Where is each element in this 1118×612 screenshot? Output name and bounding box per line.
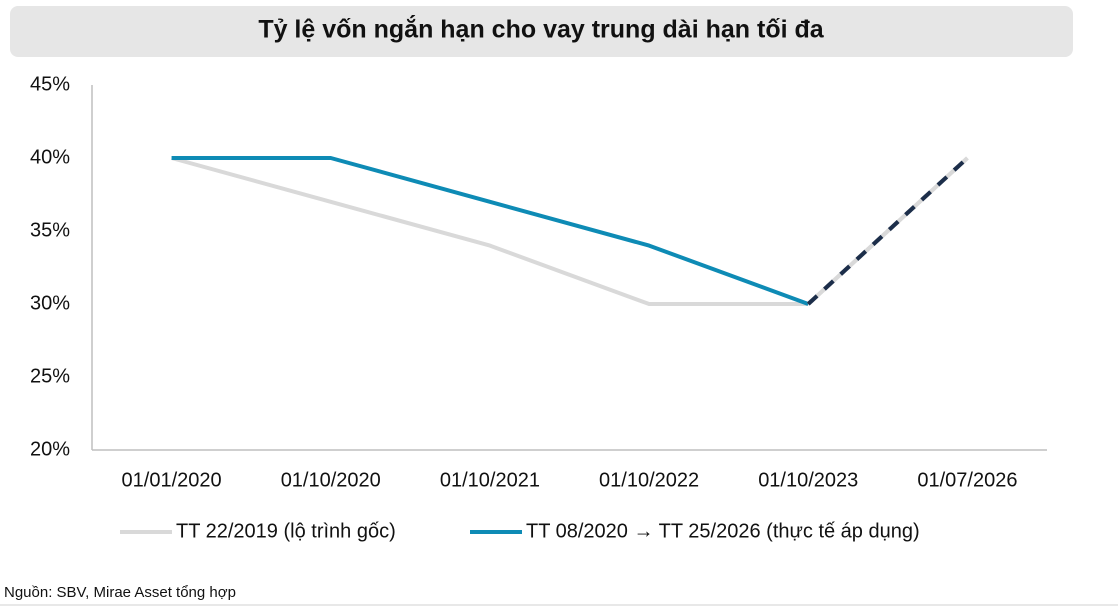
- y-tick-label: 25%: [30, 365, 70, 387]
- series-line: [171, 156, 809, 306]
- x-tick-label: 01/01/2020: [122, 469, 222, 491]
- y-tick-label: 35%: [30, 219, 70, 241]
- y-tick-label: 40%: [30, 146, 70, 168]
- x-tick-label: 01/10/2023: [758, 469, 858, 491]
- source-note: Nguồn: SBV, Mirae Asset tổng hợp: [4, 584, 236, 601]
- title-box: [10, 6, 1073, 57]
- chart-title: Tỷ lệ vốn ngắn hạn cho vay trung dài hạn…: [258, 14, 824, 44]
- legend-label: TT 08/2020 → TT 25/2026 (thực tế áp dụng…: [526, 520, 920, 542]
- projection-dash: [806, 156, 969, 306]
- series-line: [171, 156, 809, 306]
- x-tick-label: 01/10/2021: [440, 469, 540, 491]
- legend-label: TT 22/2019 (lộ trình gốc): [176, 520, 396, 542]
- y-tick-label: 45%: [30, 73, 70, 95]
- x-tick-label: 01/10/2020: [281, 469, 381, 491]
- y-tick-label: 30%: [30, 292, 70, 314]
- x-tick-label: 01/07/2026: [917, 469, 1017, 491]
- y-tick-label: 20%: [30, 438, 70, 460]
- x-tick-label: 01/10/2022: [599, 469, 699, 491]
